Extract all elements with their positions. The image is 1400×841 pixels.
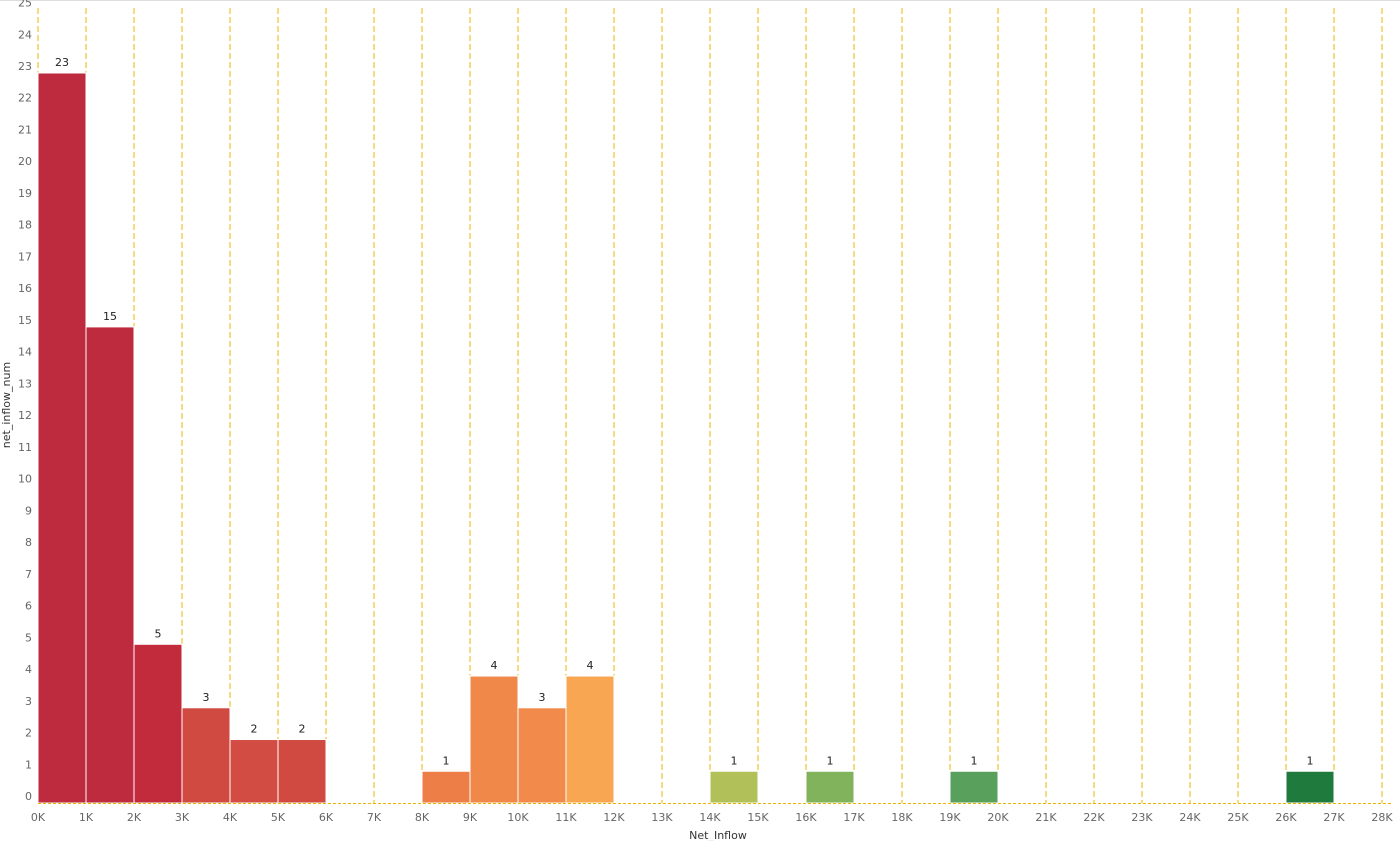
y-tick-label: 4 bbox=[25, 663, 32, 676]
bar bbox=[421, 770, 471, 804]
x-tick-label: 18K bbox=[891, 811, 913, 824]
bar bbox=[229, 739, 279, 804]
y-tick-label: 24 bbox=[18, 28, 32, 41]
bar bbox=[709, 770, 759, 804]
y-tick-label: 25 bbox=[18, 0, 32, 10]
y-tick-label: 9 bbox=[25, 504, 32, 517]
y-tick-label: 2 bbox=[25, 727, 32, 740]
x-tick-label: 21K bbox=[1035, 811, 1057, 824]
bar bbox=[805, 770, 855, 804]
value-label: 4 bbox=[587, 659, 594, 672]
x-tick-label: 19K bbox=[939, 811, 961, 824]
bar bbox=[277, 739, 327, 804]
x-tick-label: 0K bbox=[31, 811, 46, 824]
y-tick-label: 1 bbox=[25, 758, 32, 771]
y-tick-label: 11 bbox=[18, 441, 32, 454]
x-tick-label: 7K bbox=[367, 811, 382, 824]
y-axis-title: net_inflow_num bbox=[0, 362, 13, 448]
value-label: 1 bbox=[827, 754, 834, 767]
value-label: 3 bbox=[203, 691, 210, 704]
x-tick-label: 13K bbox=[651, 811, 673, 824]
bar bbox=[85, 326, 135, 804]
x-tick-label: 14K bbox=[699, 811, 721, 824]
x-tick-label: 3K bbox=[175, 811, 190, 824]
bar bbox=[133, 643, 183, 804]
y-tick-label: 8 bbox=[25, 536, 32, 549]
y-tick-label: 10 bbox=[18, 473, 32, 486]
x-tick-label: 25K bbox=[1227, 811, 1249, 824]
value-label: 2 bbox=[299, 723, 306, 736]
y-tick-label: 19 bbox=[18, 187, 32, 200]
x-tick-label: 26K bbox=[1275, 811, 1297, 824]
x-tick-label: 10K bbox=[507, 811, 529, 824]
value-label: 1 bbox=[1307, 754, 1314, 767]
y-tick-label: 17 bbox=[18, 250, 32, 263]
x-tick-label: 20K bbox=[987, 811, 1009, 824]
x-tick-label: 6K bbox=[319, 811, 334, 824]
bar bbox=[181, 707, 231, 804]
x-tick-label: 27K bbox=[1323, 811, 1345, 824]
y-tick-label: 13 bbox=[18, 377, 32, 390]
x-tick-label: 5K bbox=[271, 811, 286, 824]
y-tick-label: 5 bbox=[25, 631, 32, 644]
bar bbox=[469, 675, 519, 804]
bar bbox=[37, 72, 87, 804]
value-label: 1 bbox=[443, 754, 450, 767]
y-tick-label: 21 bbox=[18, 123, 32, 136]
x-tick-label: 11K bbox=[555, 811, 577, 824]
y-tick-label: 20 bbox=[18, 155, 32, 168]
y-tick-label: 3 bbox=[25, 695, 32, 708]
value-label: 2 bbox=[251, 723, 258, 736]
y-tick-label: 16 bbox=[18, 282, 32, 295]
value-label: 1 bbox=[731, 754, 738, 767]
value-label: 23 bbox=[55, 56, 69, 69]
bar bbox=[949, 770, 999, 804]
y-tick-label: 14 bbox=[18, 346, 32, 359]
y-tick-label: 0 bbox=[25, 790, 32, 803]
x-tick-label: 17K bbox=[843, 811, 865, 824]
x-tick-label: 1K bbox=[79, 811, 94, 824]
y-tick-label: 15 bbox=[18, 314, 32, 327]
y-tick-label: 18 bbox=[18, 219, 32, 232]
y-tick-label: 12 bbox=[18, 409, 32, 422]
y-tick-label: 22 bbox=[18, 92, 32, 105]
y-tick-label: 7 bbox=[25, 568, 32, 581]
y-tick-label: 6 bbox=[25, 600, 32, 613]
value-label: 5 bbox=[155, 627, 162, 640]
x-tick-label: 12K bbox=[603, 811, 625, 824]
x-tick-label: 16K bbox=[795, 811, 817, 824]
value-label: 3 bbox=[539, 691, 546, 704]
value-label: 15 bbox=[103, 310, 117, 323]
x-tick-label: 15K bbox=[747, 811, 769, 824]
x-tick-label: 22K bbox=[1083, 811, 1105, 824]
x-tick-label: 4K bbox=[223, 811, 238, 824]
x-tick-label: 24K bbox=[1179, 811, 1201, 824]
bar bbox=[565, 675, 615, 804]
x-axis-title: Net_Inflow bbox=[689, 829, 747, 841]
bar bbox=[1285, 770, 1335, 804]
x-tick-label: 28K bbox=[1371, 811, 1393, 824]
y-tick-label: 23 bbox=[18, 60, 32, 73]
bar bbox=[517, 707, 567, 804]
x-tick-label: 8K bbox=[415, 811, 430, 824]
x-tick-label: 23K bbox=[1131, 811, 1153, 824]
x-tick-label: 2K bbox=[127, 811, 142, 824]
x-tick-label: 9K bbox=[463, 811, 478, 824]
value-label: 4 bbox=[491, 659, 498, 672]
value-label: 1 bbox=[971, 754, 978, 767]
